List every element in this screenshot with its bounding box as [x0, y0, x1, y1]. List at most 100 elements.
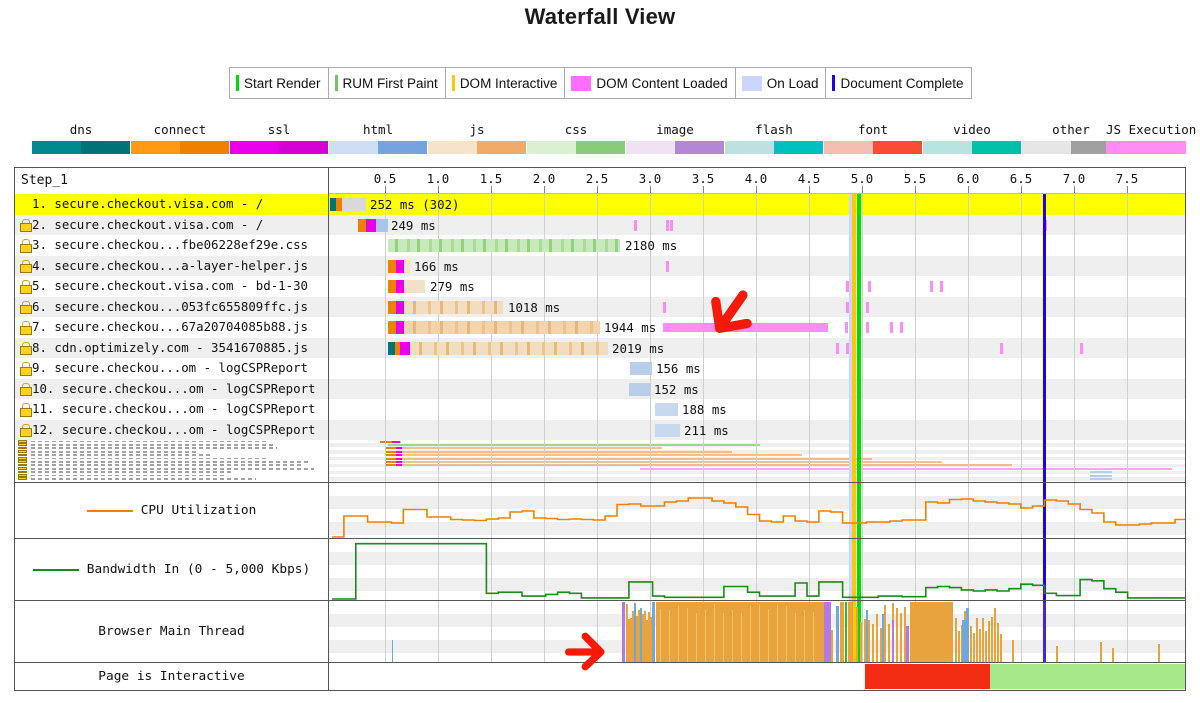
request-label-row[interactable]: 11. secure.checkou...om - logCSPReport	[15, 399, 328, 420]
waterfall-row[interactable]	[329, 358, 1185, 379]
request-url: secure.checkout.visa.com - bd-1-30	[47, 278, 308, 293]
request-bar-segment[interactable]	[629, 383, 650, 396]
request-bar-segment[interactable]	[410, 342, 608, 355]
request-label-row[interactable]: 2. secure.checkout.visa.com - /	[15, 215, 328, 236]
section-bandwidth-in: Bandwidth In (0 - 5,000 Kbps)	[15, 538, 1185, 600]
js-execution-tick	[1000, 343, 1003, 354]
axis-tick-mark	[438, 186, 439, 193]
mime-legend-item-image: image	[626, 122, 724, 154]
mime-legend-item-html: html	[329, 122, 427, 154]
collapsed-requests-thumbnail[interactable]	[15, 440, 328, 482]
axis-tick-mark	[915, 186, 916, 193]
request-label-row[interactable]: 7. secure.checkou...67a20704085b88.js	[15, 317, 328, 338]
js-execution-bar[interactable]	[663, 323, 828, 332]
event-swatch-icon	[335, 75, 338, 91]
axis-tick-mark	[1074, 186, 1075, 193]
request-bar-segment[interactable]	[396, 321, 404, 334]
request-index: 5.	[32, 278, 47, 293]
request-url: secure.checkou...fbe06228ef29e.css	[47, 237, 308, 252]
event-marker-start-render	[857, 194, 861, 482]
mime-legend-swatch	[230, 141, 328, 154]
request-label-row[interactable]: 9. secure.checkou...om - logCSPReport	[15, 358, 328, 379]
gridline	[703, 194, 704, 482]
request-bar-segment[interactable]	[404, 280, 425, 293]
request-bar-segment[interactable]	[388, 321, 396, 334]
request-bar-segment[interactable]	[388, 260, 396, 273]
cpu-utilization-label: CPU Utilization	[141, 503, 257, 518]
event-legend-item-start-render: Start Render	[230, 68, 329, 98]
event-legend-label: DOM Content Loaded	[596, 76, 727, 91]
lock-icon	[19, 342, 30, 354]
request-label-row[interactable]: 4. secure.checkou...a-layer-helper.js	[15, 256, 328, 277]
axis-tick-label: 1.5	[480, 171, 502, 186]
request-bar-segment[interactable]	[404, 260, 410, 273]
lock-icon	[19, 383, 30, 395]
request-url: secure.checkou...om - logCSPReport	[47, 360, 308, 375]
request-bar-segment[interactable]	[404, 301, 503, 314]
request-label-row[interactable]: 5. secure.checkout.visa.com - bd-1-30	[15, 276, 328, 297]
mime-legend-label: html	[329, 122, 427, 141]
js-execution-tick	[666, 261, 669, 272]
request-label-row[interactable]: 12. secure.checkou...om - logCSPReport	[15, 420, 328, 441]
request-bar-segment[interactable]	[655, 403, 678, 416]
request-bar-segment[interactable]	[655, 424, 680, 437]
waterfall-row[interactable]	[329, 420, 1185, 441]
request-label-row[interactable]: 10. secure.checkou...om - logCSPReport	[15, 379, 328, 400]
request-bar-segment[interactable]	[388, 280, 396, 293]
request-index: 3.	[32, 237, 47, 252]
request-bar-segment[interactable]	[388, 342, 395, 355]
axis-tick-mark	[650, 186, 651, 193]
request-duration-label: 2019 ms	[612, 341, 664, 356]
waterfall-row[interactable]	[329, 399, 1185, 420]
request-bar-segment[interactable]	[388, 301, 396, 314]
axis-tick-mark	[756, 186, 757, 193]
axis-tick-label: 4.0	[745, 171, 767, 186]
request-bar-segment[interactable]	[358, 219, 366, 232]
request-bar-segment[interactable]	[396, 280, 404, 293]
mime-legend-item-flash: flash	[725, 122, 823, 154]
gridline	[809, 194, 810, 482]
request-index: 9.	[32, 360, 47, 375]
request-bar-segment[interactable]	[366, 219, 376, 232]
request-duration-label: 188 ms	[682, 402, 727, 417]
waterfall-row[interactable]	[329, 379, 1185, 400]
request-duration-label: 1018 ms	[508, 300, 560, 315]
waterfall-rows: 252 ms (302) 249 ms 2180 ms 166 ms 279 ms 101…	[329, 194, 1185, 482]
browser-main-thread-activity	[329, 601, 1185, 662]
page-is-interactive-plot	[329, 663, 1185, 690]
request-bar-segment[interactable]	[376, 219, 388, 232]
request-label-row[interactable]: 1. secure.checkout.visa.com - /	[15, 194, 328, 215]
axis-tick-mark	[385, 186, 386, 193]
request-url: secure.checkou...67a20704085b88.js	[47, 319, 308, 334]
request-bar-segment[interactable]	[388, 239, 620, 252]
gridline	[756, 194, 757, 482]
collapsed-rows-chart-thumbnail[interactable]	[329, 440, 1185, 482]
request-label-row[interactable]: 3. secure.checkou...fbe06228ef29e.css	[15, 235, 328, 256]
request-label-row[interactable]: 6. secure.checkou...053fc655809ffc.js	[15, 297, 328, 318]
series-color-swatch	[87, 510, 133, 512]
event-legend-item-rum-first-paint: RUM First Paint	[329, 68, 446, 98]
request-duration-label: 156 ms	[656, 361, 701, 376]
waterfall-row[interactable]	[329, 215, 1185, 236]
mime-legend-swatch	[626, 141, 724, 154]
js-execution-tick	[666, 220, 669, 231]
event-swatch-icon	[832, 75, 835, 91]
section-page-is-interactive: Page is Interactive	[15, 662, 1185, 690]
mime-legend-item-ssl: ssl	[230, 122, 328, 154]
event-legend-item-dom-content-loaded: DOM Content Loaded	[565, 68, 735, 98]
axis-tick-label: 5.0	[851, 171, 873, 186]
time-axis: 0.5 1.0 1.5 2.0 2.5 3.0 3.5 4.0 4.5 5.0 5.5 6.0 6.5 7…	[329, 168, 1185, 194]
request-label-row[interactable]: 8. cdn.optimizely.com - 3541670885.js	[15, 338, 328, 359]
request-bar-segment[interactable]	[630, 362, 652, 375]
request-index: 8.	[32, 340, 47, 355]
request-bar-segment[interactable]	[396, 301, 404, 314]
request-bar-segment[interactable]	[404, 321, 600, 334]
mime-legend-item-connect: connect	[131, 122, 229, 154]
gridline	[862, 194, 863, 482]
gridline	[385, 194, 386, 482]
request-bar-segment[interactable]	[342, 198, 366, 211]
request-bar-segment[interactable]	[396, 260, 404, 273]
mime-legend-item-js-execution: JS Execution	[1106, 122, 1186, 154]
gridline	[968, 194, 969, 482]
request-bar-segment[interactable]	[400, 342, 410, 355]
